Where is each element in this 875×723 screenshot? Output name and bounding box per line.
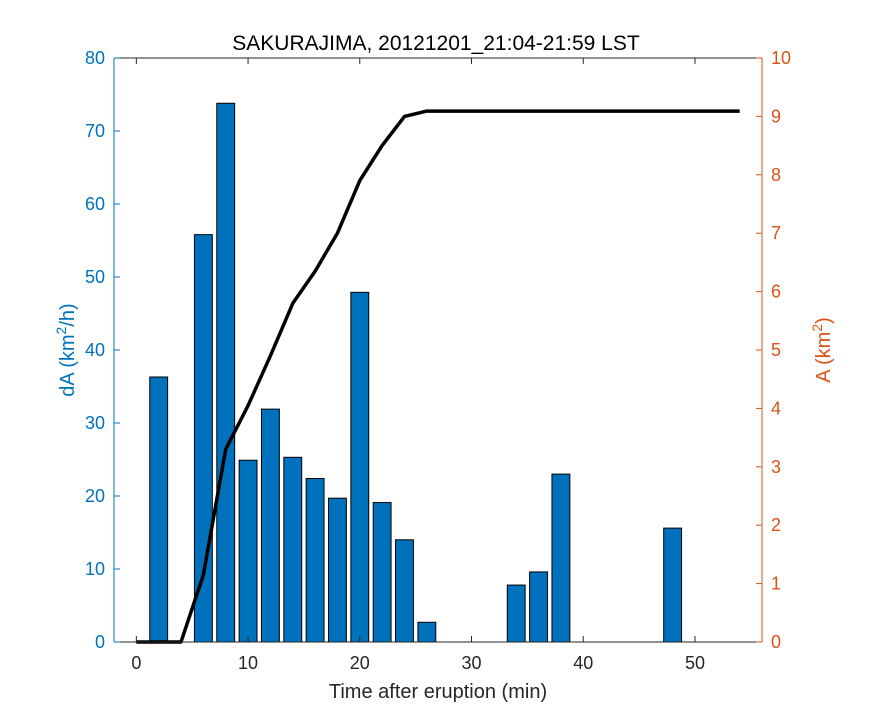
bar: [395, 539, 414, 643]
tick-labels: 0 10 20 30 40 50 0 10 20 30 40 50 60 70 80 0 1 2 3 4 5 6 7 8 9 10: [85, 48, 791, 673]
y-tick-label-right: 10: [771, 48, 791, 68]
bar-series: [149, 102, 683, 643]
bar: [328, 497, 347, 643]
bar: [372, 502, 392, 643]
y-tick-label-right: 7: [771, 223, 781, 243]
y-tick-label-right: 9: [771, 106, 781, 126]
bar: [216, 102, 236, 643]
bar: [305, 477, 325, 643]
y-tick-label-left: 0: [95, 632, 105, 652]
bar: [506, 584, 526, 643]
bar: [551, 473, 571, 643]
x-tick-label: 50: [685, 653, 705, 673]
axes: [113, 57, 763, 643]
y-tick-label-right: 0: [771, 632, 781, 652]
y-tick-label-left: 10: [85, 559, 105, 579]
y-tick-label-right: 8: [771, 165, 781, 185]
y-axis-label-left: dA (km2/h): [53, 303, 79, 396]
y-tick-label-right: 2: [771, 515, 781, 535]
bar: [193, 234, 213, 643]
bar: [529, 571, 548, 643]
y-tick-label-left: 30: [85, 413, 105, 433]
y-tick-label-right: 5: [771, 340, 781, 360]
y-tick-label-left: 20: [85, 486, 105, 506]
y-tick-label-left: 50: [85, 267, 105, 287]
bar: [283, 456, 303, 643]
chart-title: SAKURAJIMA, 20121201_21:04-21:59 LST: [232, 32, 640, 55]
y-tick-label-right: 4: [771, 398, 781, 418]
x-tick-label: 10: [238, 653, 258, 673]
bar: [238, 459, 258, 643]
y-tick-label-right: 3: [771, 457, 781, 477]
bar: [260, 408, 280, 643]
y-axis-label-right: A (km2): [809, 317, 835, 383]
bar: [350, 291, 370, 643]
y-tick-label-right: 6: [771, 282, 781, 302]
x-tick-label: 40: [573, 653, 593, 673]
bar: [417, 621, 437, 643]
y-tick-label-right: 1: [771, 574, 781, 594]
x-tick-label: 20: [350, 653, 370, 673]
x-tick-label: 30: [462, 653, 482, 673]
x-tick-label: 0: [131, 653, 141, 673]
x-axis-label: Time after eruption (min): [329, 681, 547, 703]
cumulative-area-line: [136, 109, 740, 644]
y-tick-label-left: 40: [85, 340, 105, 360]
bar: [149, 376, 169, 643]
line-series: [136, 109, 740, 644]
y-tick-label-left: 60: [85, 194, 105, 214]
y-tick-label-left: 80: [85, 48, 105, 68]
bar: [663, 527, 683, 643]
y-tick-label-left: 70: [85, 121, 105, 141]
